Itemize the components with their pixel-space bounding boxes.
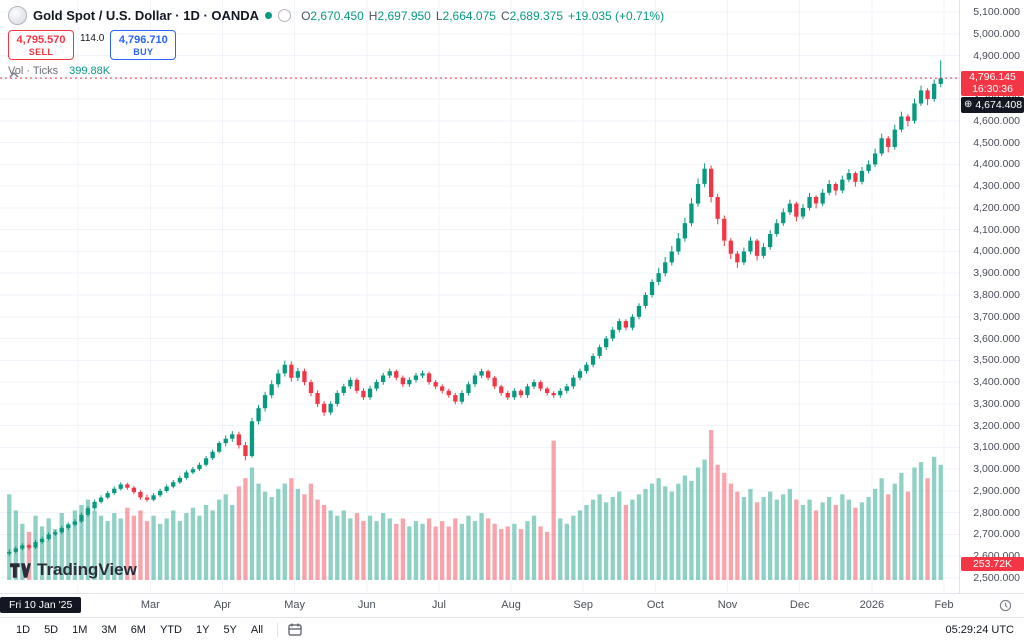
- range-button-1d[interactable]: 1D: [10, 621, 36, 639]
- price-scale-label: 3,000.000: [973, 463, 1020, 476]
- order-panel: 4,795.570 SELL 114.0 4,796.710 BUY: [8, 30, 664, 60]
- time-axis-label: Sep: [573, 599, 594, 611]
- price-scale[interactable]: 2,500.0002,600.0002,700.0002,800.0002,90…: [959, 0, 1024, 593]
- legend-collapse-button[interactable]: [6, 68, 22, 82]
- timezone-clock-icon[interactable]: [999, 599, 1012, 617]
- price-scale-label: 4,400.000: [973, 158, 1020, 171]
- price-scale-label: 2,500.000: [973, 572, 1020, 584]
- time-axis-label: Oct: [646, 599, 664, 611]
- time-axis-label: Feb: [934, 599, 954, 611]
- spread-value: 114.0: [80, 33, 105, 44]
- instrument-info-icon[interactable]: [278, 9, 292, 22]
- tradingview-logo-icon: [10, 562, 31, 578]
- utc-clock-label[interactable]: 05:29:24 UTC: [945, 623, 1014, 636]
- range-button-1m[interactable]: 1M: [66, 621, 93, 639]
- time-axis-label: Apr: [213, 599, 232, 611]
- open-label: O: [301, 8, 311, 23]
- crosshair-date-badge: Fri 10 Jan '25: [0, 597, 82, 613]
- toolbar-divider: [277, 622, 279, 637]
- price-scale-label: 4,100.000: [973, 223, 1020, 236]
- price-scale-label: 4,600.000: [973, 114, 1020, 127]
- time-axis-label: Jul: [431, 599, 446, 611]
- price-scale-label: 4,500.000: [973, 136, 1020, 149]
- range-button-1y[interactable]: 1Y: [190, 621, 215, 639]
- bottom-toolbar: 1D 5D 1M 3M 6M YTD 1Y 5Y All 05:29:24 UTC: [0, 617, 1024, 641]
- buy-price: 4,796.710: [118, 33, 168, 46]
- current-price-value: 4,796.145: [969, 71, 1016, 84]
- price-scale-label: 3,500.000: [973, 354, 1020, 367]
- crosshair-volume-value: 253.72K: [972, 558, 1013, 570]
- volume-legend-label: Vol · Ticks: [8, 65, 59, 77]
- crosshair-volume-badge: 253.72K: [961, 557, 1024, 571]
- ohlc-legend: O2,670.450 H2,697.950 L2,664.075 C2,689.…: [301, 9, 664, 23]
- range-button-6m[interactable]: 6M: [125, 621, 152, 639]
- high-label: H: [368, 8, 378, 23]
- price-scale-label: 2,900.000: [973, 484, 1020, 497]
- buy-button[interactable]: 4,796.710 BUY: [110, 30, 177, 60]
- change-value: +19.035 (+0.71%): [568, 8, 665, 23]
- time-axis-label: 2026: [859, 599, 885, 611]
- price-scale-label: 3,400.000: [973, 376, 1020, 389]
- current-price-badge: 4,796.145 16:30:36: [961, 71, 1024, 97]
- high-value: 2,697.950: [377, 8, 431, 23]
- volume-legend: Vol · Ticks 399.88K: [8, 65, 664, 77]
- range-button-5y[interactable]: 5Y: [217, 621, 242, 639]
- price-scale-label: 2,700.000: [973, 528, 1020, 541]
- sell-button[interactable]: 4,795.570 SELL: [8, 30, 74, 60]
- price-scale-label: 4,300.000: [973, 180, 1020, 193]
- price-scale-label: 4,200.000: [973, 201, 1020, 214]
- time-axis[interactable]: Mar Apr May Jun Jul Aug Sep Oct Nov Dec 2026 Feb Fr…: [0, 593, 1024, 618]
- price-chart-canvas[interactable]: Gold Spot / U.S. Dollar · 1D · OANDA O2,…: [0, 0, 959, 593]
- price-scale-label: 4,000.000: [973, 245, 1020, 258]
- buy-label: BUY: [133, 46, 154, 57]
- range-button-all[interactable]: All: [245, 621, 269, 639]
- sell-label: SELL: [28, 46, 54, 57]
- price-scale-label: 2,800.000: [973, 506, 1020, 519]
- add-alert-plus-icon[interactable]: ⊕: [964, 98, 973, 110]
- bar-close-countdown: 16:30:36: [972, 82, 1013, 95]
- close-label: C: [500, 8, 510, 23]
- range-button-ytd[interactable]: YTD: [154, 621, 188, 639]
- price-scale-label: 4,900.000: [973, 49, 1020, 62]
- price-scale-label: 3,100.000: [973, 441, 1020, 454]
- chevron-up-icon: [9, 72, 19, 78]
- sell-price: 4,795.570: [16, 33, 66, 46]
- price-scale-label: 5,100.000: [973, 6, 1020, 18]
- price-scale-label: 3,700.000: [973, 310, 1020, 323]
- crosshair-price-value: 4,674.408: [975, 98, 1023, 111]
- calendar-icon: [288, 623, 302, 636]
- range-button-5d[interactable]: 5D: [38, 621, 64, 639]
- open-value: 2,670.450: [310, 8, 364, 23]
- time-axis-label: Mar: [140, 599, 160, 611]
- crosshair-price-badge: ⊕ 4,674.408: [961, 96, 1024, 113]
- symbol-logo-icon: [8, 6, 27, 25]
- candlestick-chart: [0, 0, 959, 593]
- time-axis-label: May: [284, 599, 305, 611]
- price-scale-label: 3,600.000: [973, 332, 1020, 345]
- low-value: 2,664.075: [442, 8, 496, 23]
- price-scale-label: 3,900.000: [973, 267, 1020, 280]
- time-axis-label: Aug: [501, 599, 521, 611]
- watermark-text: TradingView: [37, 560, 137, 579]
- low-label: L: [435, 8, 443, 23]
- price-scale-label: 5,000.000: [973, 27, 1020, 40]
- time-axis-label: Nov: [717, 599, 738, 611]
- clock-icon: [999, 599, 1012, 612]
- range-button-3m[interactable]: 3M: [95, 621, 122, 639]
- tradingview-watermark: TradingView: [10, 560, 137, 580]
- close-value: 2,689.375: [509, 8, 563, 23]
- volume-legend-value: 399.88K: [69, 65, 111, 77]
- market-status-icon[interactable]: [265, 12, 273, 19]
- price-scale-label: 3,800.000: [973, 289, 1020, 301]
- symbol-title[interactable]: Gold Spot / U.S. Dollar · 1D · OANDA: [33, 8, 260, 23]
- time-axis-label: Dec: [789, 599, 810, 611]
- price-scale-label: 3,200.000: [973, 419, 1020, 432]
- price-scale-label: 3,300.000: [973, 397, 1020, 410]
- chart-legend: Gold Spot / U.S. Dollar · 1D · OANDA O2,…: [8, 6, 664, 77]
- go-to-date-button[interactable]: [286, 621, 304, 638]
- time-axis-label: Jun: [357, 599, 376, 611]
